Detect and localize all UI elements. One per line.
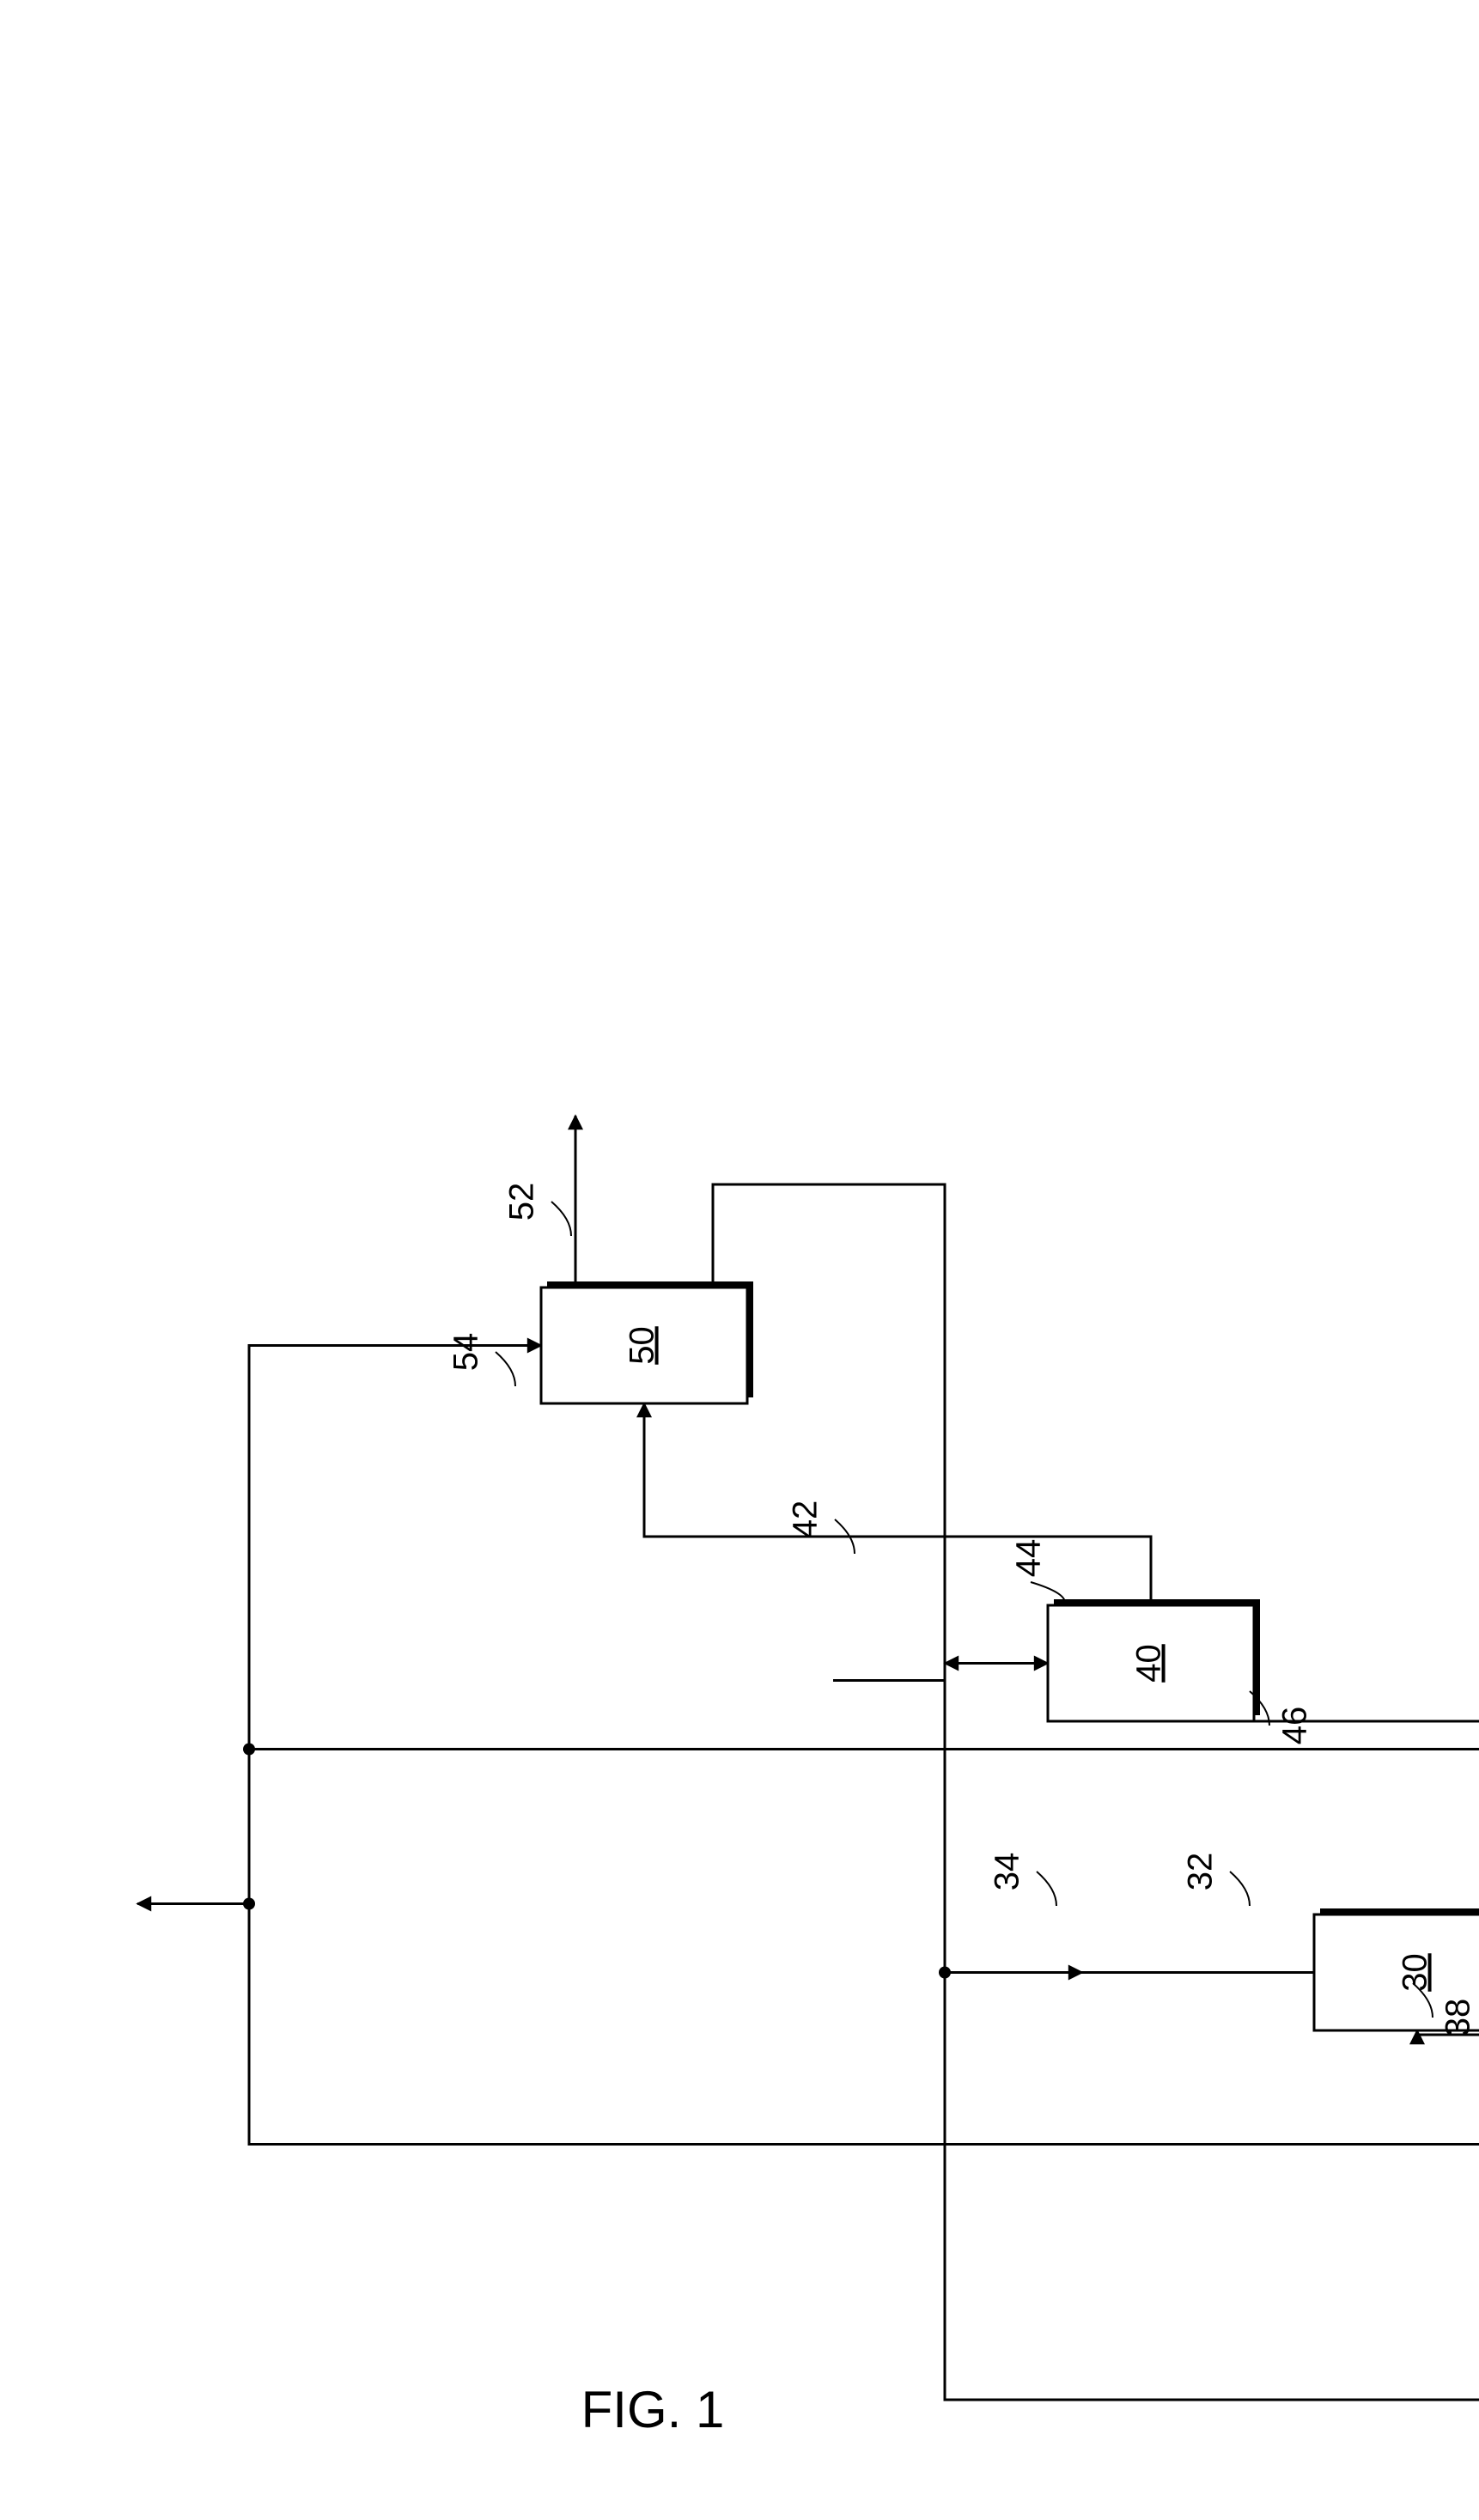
label-l34: 34 [989, 1853, 1056, 1906]
edge-46 [833, 1664, 1048, 1681]
label-l52: 52 [503, 1183, 571, 1236]
block-label-n50: 50 [624, 1326, 661, 1365]
label-l32: 32 [1182, 1853, 1250, 1906]
block-n40: 40 [1048, 1599, 1260, 1721]
label-text-l38: 38 [1439, 1999, 1477, 2037]
junction-dot [243, 1744, 255, 1756]
label-text-l32: 32 [1182, 1853, 1220, 1891]
label-text-l42: 42 [787, 1500, 825, 1539]
edge-36-to-50 [249, 1346, 541, 1904]
edge-22 [1417, 2030, 1479, 2086]
label-l44: 44 [1010, 1539, 1065, 1603]
figure-caption: FIG. 1 [581, 2381, 725, 2438]
edge-36 [249, 1904, 1479, 2145]
edge-54 [713, 1184, 1479, 2400]
label-l42: 42 [787, 1500, 855, 1554]
label-text-l54: 54 [447, 1333, 485, 1372]
label-l54: 54 [447, 1333, 515, 1386]
label-text-l44: 44 [1010, 1539, 1048, 1578]
block-n50: 50 [541, 1281, 753, 1403]
label-text-l46: 46 [1276, 1707, 1314, 1745]
label-text-l34: 34 [989, 1853, 1026, 1891]
label-text-l52: 52 [503, 1183, 541, 1221]
block-label-n40: 40 [1130, 1644, 1168, 1683]
edge-42 [644, 1403, 1151, 1605]
